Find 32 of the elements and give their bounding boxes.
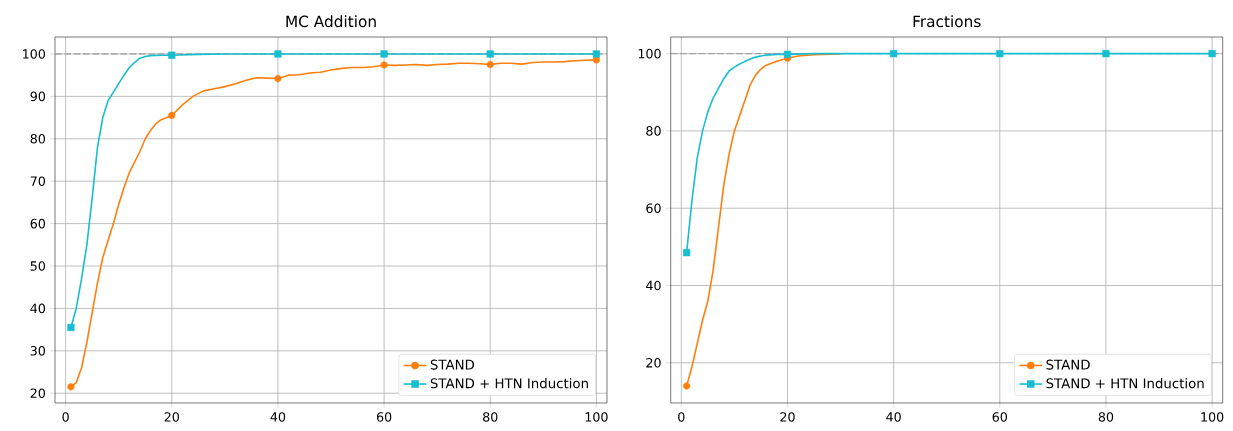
legend-label: STAND + HTN Induction (1046, 378, 1204, 389)
x-tick-label: 100 (585, 412, 608, 422)
x-tick-label: 20 (780, 412, 795, 422)
y-tick-label: 100 (23, 49, 46, 59)
y-tick-label: 60 (30, 218, 46, 229)
legend-label: STAND (1046, 359, 1090, 370)
chart-title: MC Addition (286, 15, 376, 28)
x-tick-label: 60 (992, 412, 1007, 422)
y-tick-label: 40 (646, 280, 661, 291)
y-tick-label: 20 (30, 388, 46, 399)
x-tick-label: 40 (886, 412, 901, 422)
y-tick-label: 90 (30, 91, 46, 102)
x-tick-label: 0 (678, 412, 685, 422)
x-tick-label: 80 (483, 412, 498, 422)
x-tick-label: 80 (1098, 412, 1114, 422)
y-tick-label: 30 (30, 346, 46, 356)
y-tick-label: 60 (646, 203, 661, 214)
x-tick-label: 40 (270, 412, 286, 422)
y-tick-label: 80 (30, 133, 46, 144)
y-tick-label: 80 (646, 126, 661, 136)
x-tick-label: 0 (62, 412, 69, 422)
y-tick-label: 70 (30, 176, 46, 186)
y-tick-label: 40 (30, 303, 46, 314)
y-tick-label: 20 (646, 357, 661, 368)
x-tick-label: 20 (164, 412, 179, 422)
y-tick-label: 100 (638, 48, 661, 59)
legend-label: STAND + HTN Induction (430, 378, 588, 389)
x-tick-label: 60 (376, 412, 392, 422)
chart-title: Fractions (913, 15, 981, 28)
y-tick-label: 50 (30, 261, 46, 271)
x-tick-label: 100 (1201, 412, 1224, 422)
legend-label: STAND (430, 359, 475, 370)
